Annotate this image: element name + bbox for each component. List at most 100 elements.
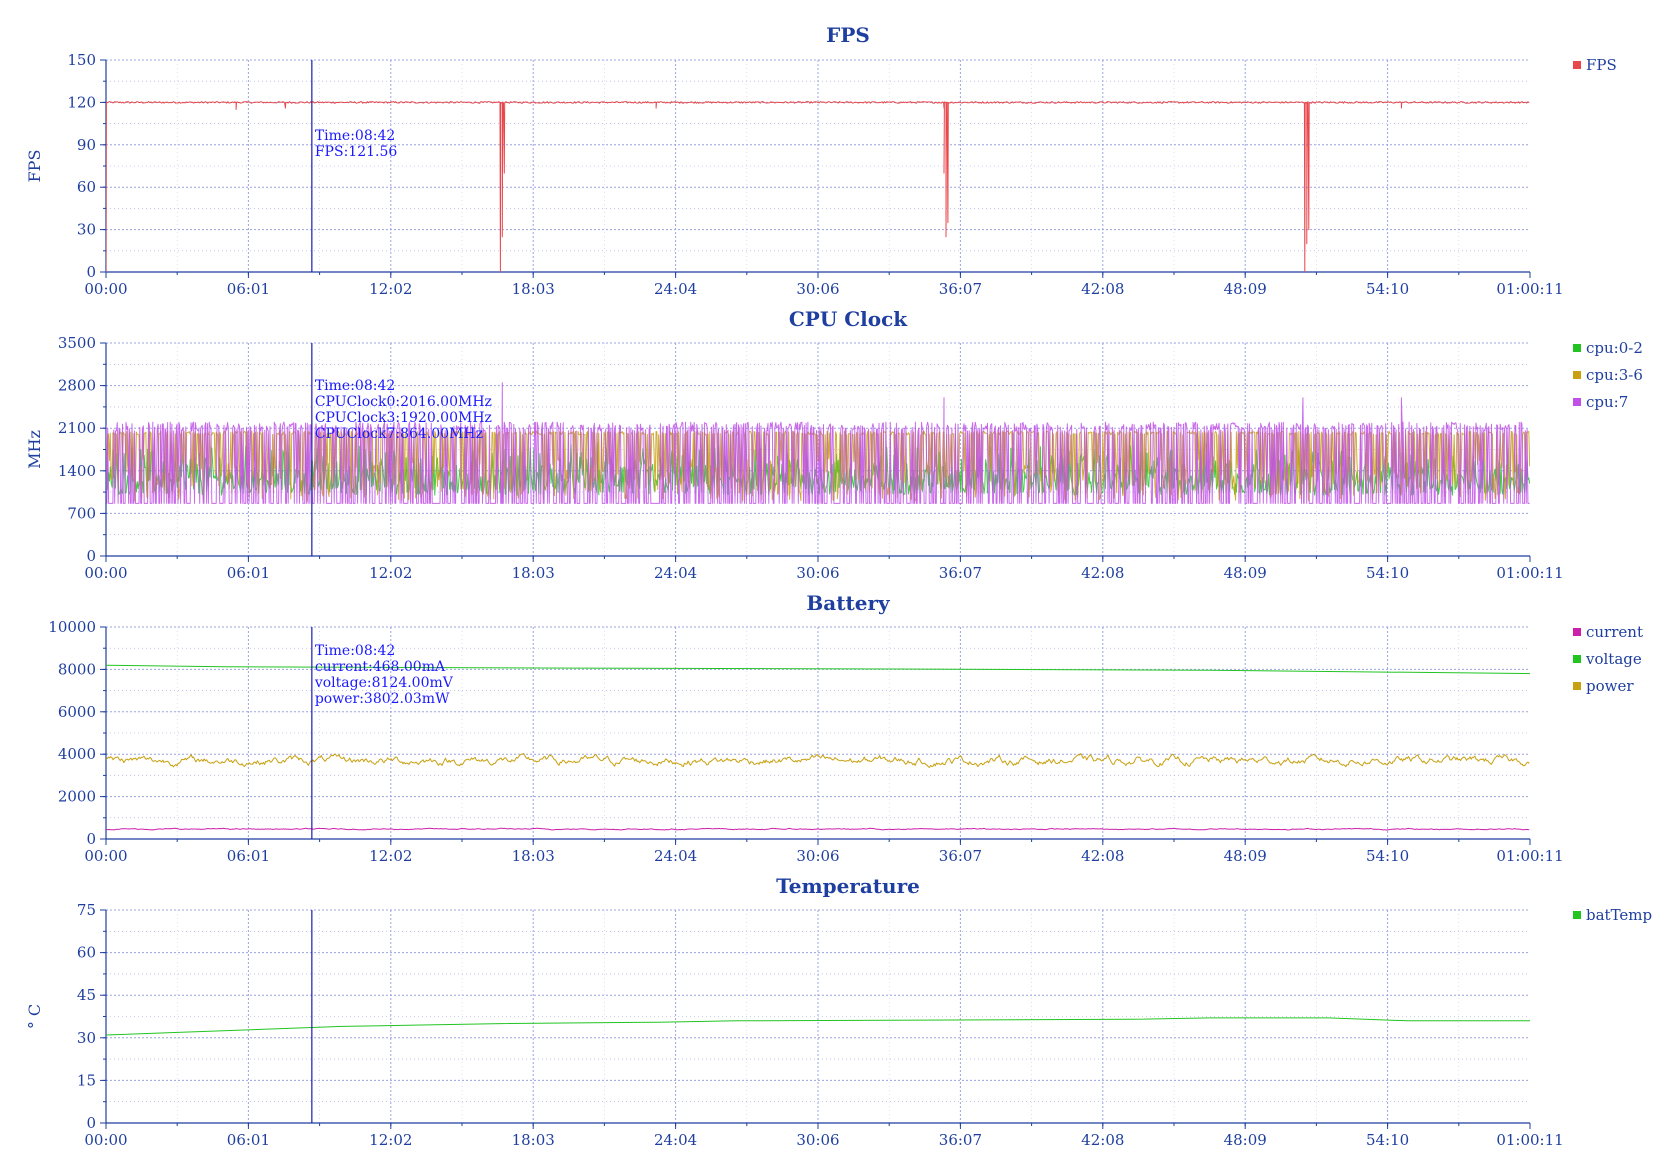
tooltip-line: Time:08:42 <box>315 643 395 659</box>
series-line-current <box>106 827 1530 831</box>
y-tick-label: 60 <box>77 944 96 962</box>
chart-temperature: Temperature 00:00 06:01 12:02 18:03 24:04 30:0… <box>25 874 1652 1149</box>
y-axis-label: FPS <box>25 150 44 183</box>
x-tick-label: 00:00 <box>84 564 127 582</box>
x-tick-label: 06:01 <box>227 847 270 865</box>
y-tick-label: 0 <box>86 263 96 281</box>
x-tick-label: 48:09 <box>1224 1131 1267 1149</box>
y-axis-label: MHz <box>25 430 44 469</box>
x-tick-label: 36:07 <box>939 564 982 582</box>
x-tick-label: 36:07 <box>939 280 982 298</box>
x-tick-label: 01:00:11 <box>1496 847 1563 865</box>
x-tick-label: 48:09 <box>1224 847 1267 865</box>
legend-swatch <box>1573 398 1581 406</box>
y-axis-label: ° C <box>25 1004 44 1029</box>
x-tick-label: 24:04 <box>654 847 697 865</box>
x-tick-label: 42:08 <box>1081 1131 1124 1149</box>
legend-swatch <box>1573 61 1581 69</box>
series-line-voltage <box>106 664 1530 675</box>
y-tick-label: 700 <box>67 504 96 522</box>
x-tick-label: 06:01 <box>227 564 270 582</box>
x-tick-label: 48:09 <box>1224 564 1267 582</box>
x-tick-label: 54:10 <box>1366 280 1409 298</box>
x-tick-label: 12:02 <box>369 1131 412 1149</box>
x-tick-label: 36:07 <box>939 847 982 865</box>
y-tick-label: 90 <box>77 136 96 154</box>
x-tick-label: 24:04 <box>654 1131 697 1149</box>
plot-area <box>106 664 1530 831</box>
tooltip-line: Time:08:42 <box>315 128 395 144</box>
tooltip-line: voltage:8124.00mV <box>314 675 454 691</box>
x-tick-label: 42:08 <box>1081 847 1124 865</box>
tooltip-line: Time:08:42 <box>315 378 395 394</box>
x-tick-label: 18:03 <box>512 564 555 582</box>
y-tick-label: 150 <box>67 51 96 69</box>
series-line-fps <box>106 101 1530 272</box>
x-tick-label: 18:03 <box>512 847 555 865</box>
tooltip-line: CPUClock0:2016.00MHz <box>315 394 492 410</box>
y-tick-label: 30 <box>77 1029 96 1047</box>
y-tick-label: 0 <box>86 830 96 848</box>
y-tick-label: 30 <box>77 221 96 239</box>
legend-label: FPS <box>1586 56 1617 74</box>
x-tick-label: 48:09 <box>1224 280 1267 298</box>
legend-label: batTemp <box>1586 906 1652 924</box>
legend-swatch <box>1573 911 1581 919</box>
x-tick-label: 42:08 <box>1081 564 1124 582</box>
chart-title: CPU Clock <box>789 307 908 331</box>
plot-area <box>106 101 1530 272</box>
y-tick-label: 10000 <box>48 618 96 636</box>
y-tick-label: 60 <box>77 178 96 196</box>
chart-title: FPS <box>826 23 870 47</box>
chart-cpu-clock: CPU Clock 00:00 06:01 12:02 18:03 24:04 30:06 3… <box>25 307 1643 582</box>
x-tick-label: 01:00:11 <box>1496 1131 1563 1149</box>
y-tick-label: 1400 <box>58 462 96 480</box>
x-tick-label: 30:06 <box>796 847 839 865</box>
legend-swatch <box>1573 682 1581 690</box>
y-tick-label: 75 <box>77 901 96 919</box>
x-tick-label: 54:10 <box>1366 564 1409 582</box>
y-tick-label: 4000 <box>58 745 96 763</box>
y-tick-label: 2100 <box>58 419 96 437</box>
x-tick-label: 24:04 <box>654 564 697 582</box>
x-tick-label: 30:06 <box>796 564 839 582</box>
x-tick-label: 24:04 <box>654 280 697 298</box>
chart-battery: Battery 00:00 06:01 12:02 18:03 24:04 30:06 36:… <box>48 591 1643 865</box>
y-tick-label: 8000 <box>58 660 96 678</box>
x-tick-label: 00:00 <box>84 847 127 865</box>
y-tick-label: 120 <box>67 93 96 111</box>
legend-label: cpu:3-6 <box>1586 366 1643 384</box>
legend-swatch <box>1573 628 1581 636</box>
x-tick-label: 01:00:11 <box>1496 564 1563 582</box>
y-tick-label: 0 <box>86 547 96 565</box>
plot-area <box>106 382 1530 504</box>
x-tick-label: 12:02 <box>369 847 412 865</box>
legend-label: voltage <box>1585 650 1642 668</box>
tooltip-line: CPUClock7:864.00MHz <box>315 426 483 442</box>
y-tick-label: 3500 <box>58 334 96 352</box>
x-tick-label: 12:02 <box>369 564 412 582</box>
y-tick-label: 6000 <box>58 703 96 721</box>
legend-swatch <box>1573 371 1581 379</box>
x-tick-label: 54:10 <box>1366 847 1409 865</box>
x-tick-label: 01:00:11 <box>1496 280 1563 298</box>
x-tick-label: 30:06 <box>796 280 839 298</box>
x-tick-label: 00:00 <box>84 280 127 298</box>
legend-label: cpu:0-2 <box>1586 339 1643 357</box>
plot-area <box>106 1017 1530 1036</box>
y-tick-label: 2000 <box>58 788 96 806</box>
tooltip-line: current:468.00mA <box>315 659 446 675</box>
tooltip-line: power:3802.03mW <box>315 691 450 707</box>
series-line-power <box>106 752 1530 768</box>
x-tick-label: 06:01 <box>227 280 270 298</box>
y-tick-label: 45 <box>77 986 96 1004</box>
x-tick-label: 18:03 <box>512 280 555 298</box>
x-tick-label: 00:00 <box>84 1131 127 1149</box>
series-line-cpu-7 <box>106 382 1530 504</box>
legend-label: current <box>1586 623 1643 641</box>
y-tick-label: 0 <box>86 1114 96 1132</box>
legend-label: cpu:7 <box>1586 393 1628 411</box>
tooltip-line: CPUClock3:1920.00MHz <box>315 410 492 426</box>
y-tick-label: 15 <box>77 1071 96 1089</box>
